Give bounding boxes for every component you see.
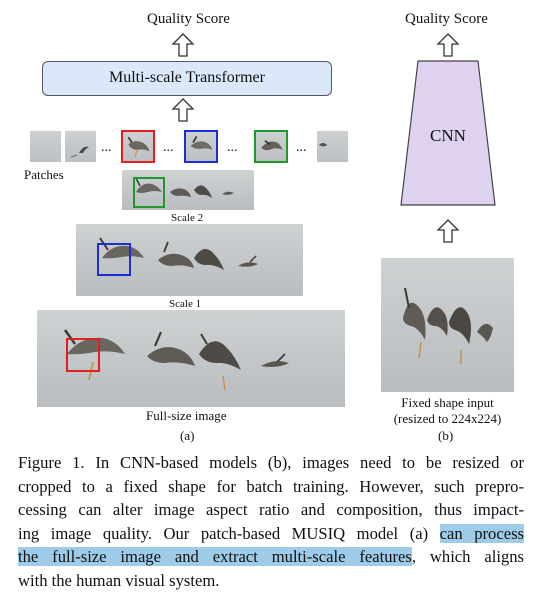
ellipsis: ...: [227, 140, 238, 155]
patch-tile: [30, 131, 61, 162]
ellipsis: ...: [163, 140, 174, 155]
scale1-label: Scale 1: [169, 298, 202, 310]
quality-score-label-a: Quality Score: [147, 11, 230, 27]
fullsize-red-box: [66, 338, 100, 372]
ellipsis: ...: [101, 140, 112, 155]
fixed-shape-input-image: [381, 258, 514, 392]
patch-tile: [65, 131, 96, 162]
multi-scale-transformer-block: Multi-scale Transformer: [42, 61, 332, 96]
fixed-shape-label: Fixed shape input: [401, 395, 494, 410]
fullsize-label: Full-size image: [146, 408, 227, 423]
figure-caption: Figure 1. In CNN-based models (b), image…: [18, 451, 524, 593]
quality-score-label-b: Quality Score: [405, 11, 488, 27]
patches-label: Patches: [24, 167, 64, 182]
caption-highlight: can process: [439, 523, 524, 543]
caption-line: cropped to a fixed shape for batch train…: [18, 476, 524, 496]
caption-line: cessing can alter image aspect ratio and…: [18, 500, 524, 520]
scale2-image: [122, 170, 254, 210]
transformer-label: Multi-scale Transformer: [109, 69, 265, 86]
panel-label-a: (a): [180, 428, 195, 443]
resized-label: (resized to 224x224): [393, 411, 502, 426]
patch-tile-blue: [184, 130, 218, 163]
up-arrow-icon: [171, 33, 195, 57]
cnn-block: [400, 60, 496, 206]
ellipsis: ...: [296, 140, 307, 155]
caption-line: Figure 1. In CNN-based models (b), image…: [18, 453, 524, 472]
caption-text: , which aligns: [411, 547, 524, 567]
cnn-label: CNN: [430, 126, 466, 145]
up-arrow-icon: [171, 98, 195, 122]
panel-label-b: (b): [438, 428, 454, 443]
patch-tile-red: [121, 130, 155, 163]
scale1-blue-box: [97, 243, 131, 276]
caption-highlight: the full-size image and extract multi-sc…: [18, 547, 412, 567]
scale2-green-box: [133, 177, 165, 208]
full-size-image: [37, 310, 345, 407]
caption-text: ing image quality. Our patch-based MUSIQ…: [18, 523, 440, 543]
patch-tile: [317, 131, 348, 162]
scale2-label: Scale 2: [171, 212, 204, 224]
patch-tile-green: [254, 130, 288, 163]
caption-line: with the human visual system.: [18, 570, 220, 590]
caption-line: ing image quality. Our patch-based MUSIQ…: [18, 522, 524, 546]
up-arrow-icon: [436, 33, 460, 57]
scale1-image: [76, 224, 303, 296]
caption-line: the full-size image and extract multi-sc…: [18, 545, 524, 569]
up-arrow-icon: [436, 219, 460, 243]
